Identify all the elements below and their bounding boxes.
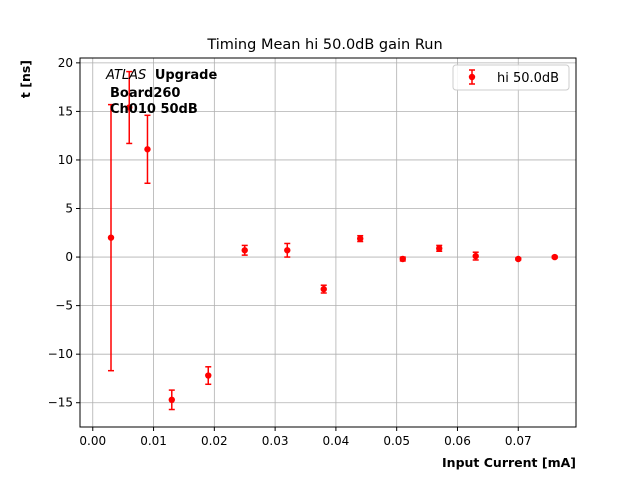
x-axis-label: Input Current [mA] (442, 455, 576, 470)
data-point (241, 247, 248, 254)
x-tick-label: 0.06 (444, 434, 471, 448)
y-tick-label: −15 (48, 396, 73, 410)
x-tick-label: 0.01 (140, 434, 167, 448)
data-point (399, 255, 406, 263)
data-point (515, 255, 522, 263)
legend-marker (468, 73, 476, 81)
data-point (320, 285, 327, 293)
chart-title: Timing Mean hi 50.0dB gain Run (206, 37, 442, 53)
y-axis-label: t [ns] (18, 60, 33, 98)
y-tick-label: −5 (55, 299, 73, 313)
x-tick-label: 0.02 (201, 434, 228, 448)
y-tick-label: 20 (58, 56, 73, 70)
grid-lines (80, 58, 576, 427)
y-tick-label: 0 (65, 250, 73, 264)
data-point (284, 247, 291, 254)
legend-label: hi 50.0dB (497, 71, 559, 86)
data-point (107, 234, 115, 241)
annotation-board: Board260 (110, 86, 180, 101)
y-tick-label: 10 (58, 153, 73, 167)
data-point (144, 146, 151, 153)
data-point (205, 372, 212, 379)
data-point (126, 104, 133, 111)
x-tick-label: 0.04 (323, 434, 350, 448)
data-point (472, 252, 479, 260)
atlas-annotation: ATLAS Upgrade Board260 Ch010 50dB (105, 68, 217, 117)
x-axis: 0.00 0.01 0.02 0.03 0.04 0.05 0.06 0.07 (79, 427, 532, 448)
legend-box (452, 64, 570, 91)
data-point (551, 253, 558, 261)
data-point (168, 396, 175, 404)
data-point (436, 245, 443, 252)
y-tick-label: 5 (65, 202, 73, 216)
data-point (357, 235, 364, 242)
y-tick-label: 15 (58, 104, 73, 118)
data-series (107, 70, 558, 411)
legend: hi 50.0dB (452, 64, 570, 91)
annotation-channel: Ch010 50dB (110, 102, 198, 117)
annotation-upgrade: Upgrade (155, 68, 218, 83)
x-tick-label: 0.07 (505, 434, 532, 448)
plot-frame (79, 57, 577, 428)
y-axis: −15 −10 −5 0 5 10 15 20 (48, 56, 80, 410)
svg-text:ATLAS Upgrade: ATLAS Upgrade (105, 68, 217, 83)
x-tick-label: 0.03 (262, 434, 289, 448)
x-tick-label: 0.00 (79, 434, 106, 448)
y-tick-label: −10 (48, 347, 73, 361)
x-tick-label: 0.05 (383, 434, 410, 448)
annotation-atlas: ATLAS (105, 68, 146, 83)
